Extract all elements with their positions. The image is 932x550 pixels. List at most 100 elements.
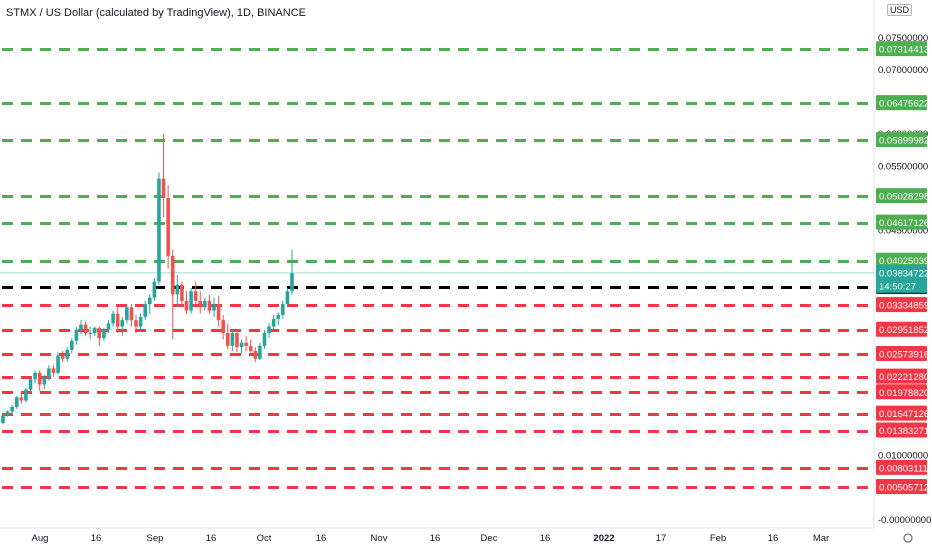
support-price-label-box xyxy=(876,297,927,313)
candle-body[interactable] xyxy=(244,342,248,346)
candle-body[interactable] xyxy=(198,300,203,308)
candle-body[interactable] xyxy=(88,333,92,335)
candle-body[interactable] xyxy=(28,379,33,390)
candle-body[interactable] xyxy=(5,411,10,416)
candle-body[interactable] xyxy=(106,323,111,330)
candle-body[interactable] xyxy=(216,304,221,321)
candle-body[interactable] xyxy=(19,397,24,401)
resistance-price-label-box xyxy=(876,188,927,204)
time-tick-label: 2022 xyxy=(593,533,614,544)
candle-body[interactable] xyxy=(14,397,19,407)
candle-body[interactable] xyxy=(230,333,235,346)
candle-body[interactable] xyxy=(115,313,120,327)
candle-body[interactable] xyxy=(83,324,88,334)
support-price-label-box xyxy=(876,422,927,438)
candle-body[interactable] xyxy=(24,389,28,401)
candle-body[interactable] xyxy=(267,326,271,334)
candle-body[interactable] xyxy=(74,329,79,341)
candle-body[interactable] xyxy=(262,333,267,346)
currency-badge[interactable]: USD xyxy=(887,4,913,16)
candle-body[interactable] xyxy=(161,178,166,198)
support-price-label: 0.02951852 xyxy=(879,325,929,336)
candle-body[interactable] xyxy=(212,304,216,311)
candle-body[interactable] xyxy=(125,307,129,321)
candle-body[interactable] xyxy=(79,324,83,330)
exchange: BINANCE xyxy=(257,7,306,19)
candle-body[interactable] xyxy=(97,327,102,339)
time-tick-label: 17 xyxy=(656,533,667,544)
candle-body[interactable] xyxy=(239,342,244,348)
support-price-label: 0.00505712 xyxy=(879,482,929,493)
time-tick-label: 16 xyxy=(91,533,102,544)
candle-body[interactable] xyxy=(276,315,281,319)
candle-body[interactable] xyxy=(60,355,65,359)
time-tick-label: Feb xyxy=(710,533,726,544)
candle-body[interactable] xyxy=(221,320,225,334)
candle-body[interactable] xyxy=(102,329,106,339)
time-tick-label: Nov xyxy=(371,533,388,544)
time-tick-label: 16 xyxy=(768,533,779,544)
candle-body[interactable] xyxy=(235,333,239,348)
resistance-price-label: 0.04617126 xyxy=(879,218,929,229)
candle-body[interactable] xyxy=(10,406,14,412)
candle-body[interactable] xyxy=(184,300,189,311)
candle-body[interactable] xyxy=(147,297,152,305)
candle-body[interactable] xyxy=(152,281,157,298)
time-tick-label: Dec xyxy=(481,533,498,544)
candle-body[interactable] xyxy=(248,345,253,352)
price-tick-label: 0.07000000 xyxy=(878,65,928,76)
candle-body[interactable] xyxy=(134,320,138,327)
candle-body[interactable] xyxy=(47,368,51,379)
resistance-price-label: 0.05028298 xyxy=(879,192,929,203)
price-tick-label: -0.00000000 xyxy=(878,515,931,526)
candle-body[interactable] xyxy=(253,351,258,359)
candle-body[interactable] xyxy=(207,300,212,311)
candle-body[interactable] xyxy=(193,291,198,301)
candle-body[interactable] xyxy=(189,291,193,311)
candle-body[interactable] xyxy=(37,372,42,385)
price-tick-label: 0.04500000 xyxy=(878,226,928,237)
candle-body[interactable] xyxy=(157,178,161,282)
candle-body[interactable] xyxy=(175,284,180,295)
last-price-label: 0.03834722 xyxy=(879,268,929,279)
candle-body[interactable] xyxy=(56,355,60,373)
candle-body[interactable] xyxy=(271,318,276,327)
candle-body[interactable] xyxy=(33,372,37,380)
candle-body[interactable] xyxy=(70,340,74,350)
candle-body[interactable] xyxy=(65,349,70,359)
candle-body[interactable] xyxy=(143,304,148,317)
resistance-price-label-box xyxy=(876,41,927,57)
candle-body[interactable] xyxy=(111,313,115,324)
support-price-label-box xyxy=(876,368,927,384)
last-price-box xyxy=(876,264,927,293)
candle-body[interactable] xyxy=(285,291,290,305)
candle-body[interactable] xyxy=(92,327,97,334)
candle-body[interactable] xyxy=(170,255,175,295)
price-tick-label: 0.01000000 xyxy=(878,451,928,462)
candle-body[interactable] xyxy=(281,304,285,316)
interval: 1D xyxy=(236,7,251,19)
resistance-price-label-box xyxy=(876,252,927,268)
support-price-label: 0.02573916 xyxy=(879,349,929,360)
candle-body[interactable] xyxy=(42,378,47,385)
candle-body[interactable] xyxy=(203,300,207,308)
candle-body[interactable] xyxy=(51,368,56,373)
settings-icon[interactable] xyxy=(903,533,913,543)
resistance-price-label: 0.07314413 xyxy=(879,45,929,56)
candle-body[interactable] xyxy=(166,198,170,256)
candle-body[interactable] xyxy=(225,333,230,346)
resistance-price-label-box xyxy=(876,132,927,148)
support-price-label: 0.02221280 xyxy=(879,372,929,383)
candle-body[interactable] xyxy=(290,273,294,292)
support-price-label-box xyxy=(876,405,927,421)
candle-body[interactable] xyxy=(180,284,184,301)
candle-body[interactable] xyxy=(1,415,5,424)
candle-body[interactable] xyxy=(129,307,134,321)
support-price-label-box xyxy=(876,321,927,337)
candle-body[interactable] xyxy=(120,320,125,327)
candle-body[interactable] xyxy=(138,316,143,327)
candle-body[interactable] xyxy=(258,345,262,359)
time-tick-label: Mar xyxy=(813,533,829,544)
support-price-label-box xyxy=(876,384,927,400)
